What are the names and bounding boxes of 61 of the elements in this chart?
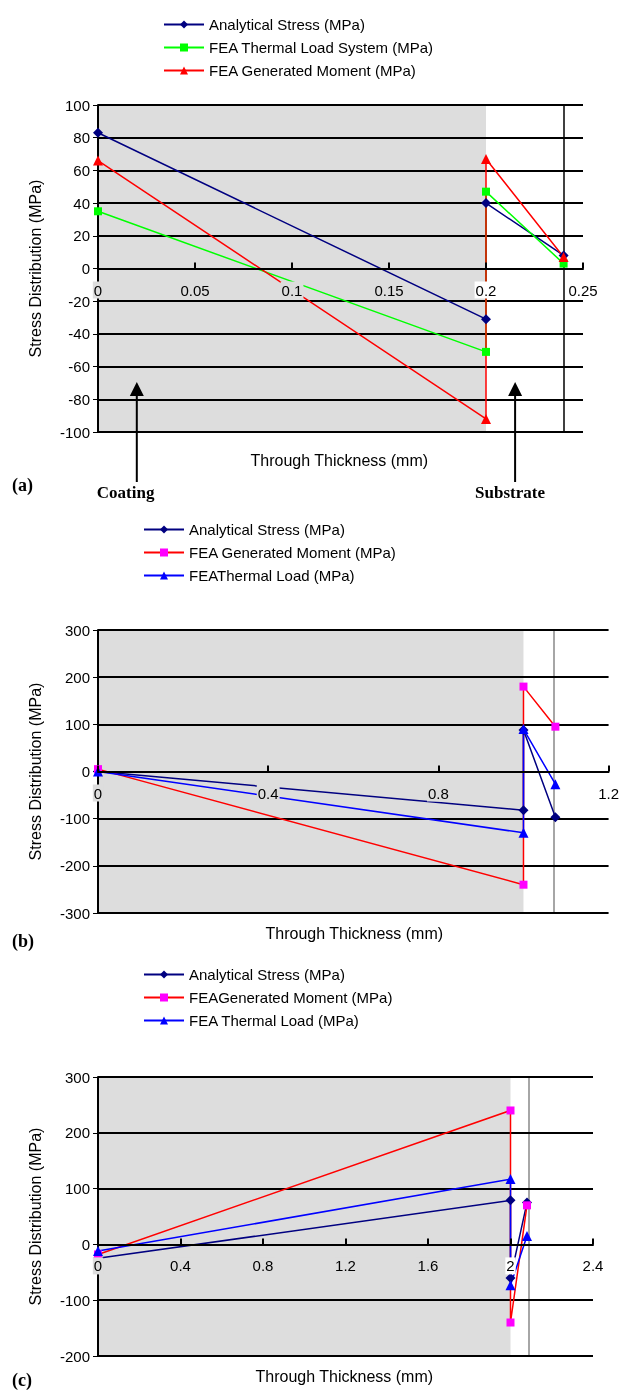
y-tick-label: 20: [73, 227, 90, 245]
legend-label: FEAGenerated Moment (MPa): [189, 989, 393, 1006]
y-tick-label: -40: [68, 325, 90, 343]
y-tick-label: 80: [73, 129, 90, 147]
legend-label: FEA Generated Moment (MPa): [209, 62, 416, 79]
y-tick-label: 40: [73, 194, 90, 212]
x-tick-label: 0.05: [180, 281, 210, 299]
text: Substrate: [475, 483, 546, 502]
y-axis-title: Stress Distribution (MPa): [26, 682, 44, 861]
y-tick-label: -80: [68, 390, 90, 408]
y-tick-label: 200: [64, 1124, 90, 1142]
y-axis-title: Stress Distribution (MPa): [26, 179, 44, 358]
legend-label: FEA Generated Moment (MPa): [189, 544, 396, 561]
y-tick-label: 100: [64, 96, 90, 114]
x-axis-title: Through Thickness (mm): [250, 451, 429, 469]
y-tick-label: -200: [59, 857, 90, 875]
legend-label: FEAThermal Load (MPa): [189, 567, 355, 584]
text: (a): [12, 475, 33, 496]
x-tick-label: 0.8: [427, 784, 449, 802]
y-tick-label: 0: [81, 260, 90, 277]
x-tick-label: 2.4: [582, 1257, 604, 1275]
y-tick-label: -60: [68, 358, 90, 376]
y-tick-label: -100: [59, 810, 90, 828]
text: Coating: [96, 483, 155, 502]
y-tick-label: 0: [81, 1235, 90, 1253]
x-tick-label: 1.6: [417, 1257, 439, 1275]
x-axis-title: Through Thickness (mm): [255, 1367, 434, 1385]
legend-label: Analytical Stress (MPa): [189, 966, 345, 983]
x-tick-label: 0.2: [475, 281, 497, 299]
legend-label: Analytical Stress (MPa): [209, 16, 365, 33]
y-tick-label: -20: [68, 292, 90, 310]
text: (c): [12, 1370, 32, 1391]
x-tick-label: 0.25: [568, 281, 598, 299]
x-tick-label: 0.1: [281, 281, 303, 299]
x-tick-label: 0.4: [257, 784, 279, 802]
x-tick-label: 0.15: [374, 281, 404, 299]
y-tick-label: 300: [64, 1068, 90, 1086]
y-tick-label: 200: [64, 668, 90, 686]
x-tick-label: 1.2: [598, 784, 619, 802]
legend-label: FEA Thermal Load System (MPa): [209, 39, 433, 56]
y-tick-label: -300: [59, 904, 90, 922]
y-axis-title: Stress Distribution (MPa): [26, 1127, 44, 1306]
text: (b): [12, 931, 34, 952]
x-axis-title: Through Thickness (mm): [265, 924, 444, 942]
y-tick-label: 300: [64, 621, 90, 639]
legend-label: FEA Thermal Load (MPa): [189, 1012, 359, 1029]
x-tick-label: 0.4: [170, 1257, 191, 1275]
x-tick-label: 2: [506, 1257, 515, 1275]
y-tick-label: -100: [59, 423, 90, 441]
y-tick-label: 0: [81, 763, 90, 780]
x-tick-label: 0.8: [252, 1257, 274, 1275]
y-tick-label: 60: [73, 161, 90, 179]
x-tick-label: 0: [93, 281, 103, 299]
y-tick-label: 100: [64, 1180, 90, 1198]
y-tick-label: -100: [59, 1291, 90, 1309]
y-tick-label: -200: [59, 1347, 90, 1365]
y-tick-label: 100: [64, 715, 90, 733]
legend-label: Analytical Stress (MPa): [189, 521, 345, 538]
x-tick-label: 0: [93, 784, 103, 802]
x-tick-label: 0: [93, 1257, 103, 1275]
x-tick-label: 1.2: [335, 1257, 356, 1275]
